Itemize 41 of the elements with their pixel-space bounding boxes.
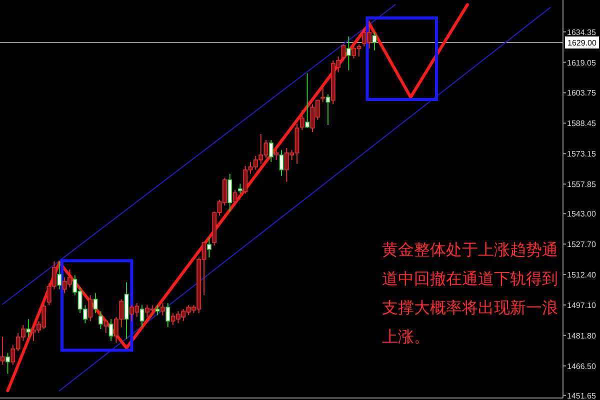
candlestick (206, 237, 212, 258)
y-tick-label: 1543.00 (567, 210, 596, 219)
y-tick-label: 1588.45 (567, 119, 596, 128)
ref-line-label: 1629.00 (568, 38, 598, 48)
candlestick (104, 318, 108, 334)
annotation: 黄金整体处于上涨趋势通道中回撤在通道下轨得到支撑大概率将出现新一浪上涨。 (382, 240, 559, 348)
y-tick-label: 1527.70 (567, 240, 596, 250)
candlestick (166, 302, 170, 328)
candlestick (0, 336, 5, 366)
candlestick (228, 173, 232, 212)
candlestick (300, 110, 304, 131)
y-tick-label: 1573.15 (567, 150, 596, 159)
candlestick (6, 352, 10, 374)
candlestick (26, 318, 31, 338)
candlestick (57, 260, 62, 290)
y-tick-label: 1619.05 (567, 58, 596, 68)
candlestick (140, 304, 144, 328)
candlestick (305, 72, 310, 129)
candlestick (372, 32, 377, 51)
candlestick (341, 44, 346, 61)
ref-label: 1629.00 (565, 36, 599, 48)
candlestick (320, 88, 326, 103)
y-tick-label: 1451.65 (567, 391, 596, 400)
candlestick (279, 149, 284, 176)
candlestick (274, 145, 279, 160)
candlestick (160, 302, 165, 316)
y-tick-label: 1634.35 (567, 28, 596, 37)
y-tick-label: 1466.50 (567, 362, 596, 371)
y-tick-label: 1603.75 (567, 88, 596, 98)
candlestick (346, 36, 351, 71)
y-tick-label: 1497.10 (567, 300, 596, 310)
candlestick (88, 294, 93, 322)
candlestick (155, 304, 160, 316)
candlestick (238, 183, 242, 194)
candlestick (108, 318, 114, 342)
y-tick-label: 1512.40 (567, 270, 596, 280)
y-tick-label: 1557.85 (567, 180, 596, 190)
candlestick (268, 139, 274, 162)
y-tick-label: 1481.80 (567, 331, 596, 340)
candlestick (98, 310, 103, 330)
candlestick (93, 292, 98, 314)
